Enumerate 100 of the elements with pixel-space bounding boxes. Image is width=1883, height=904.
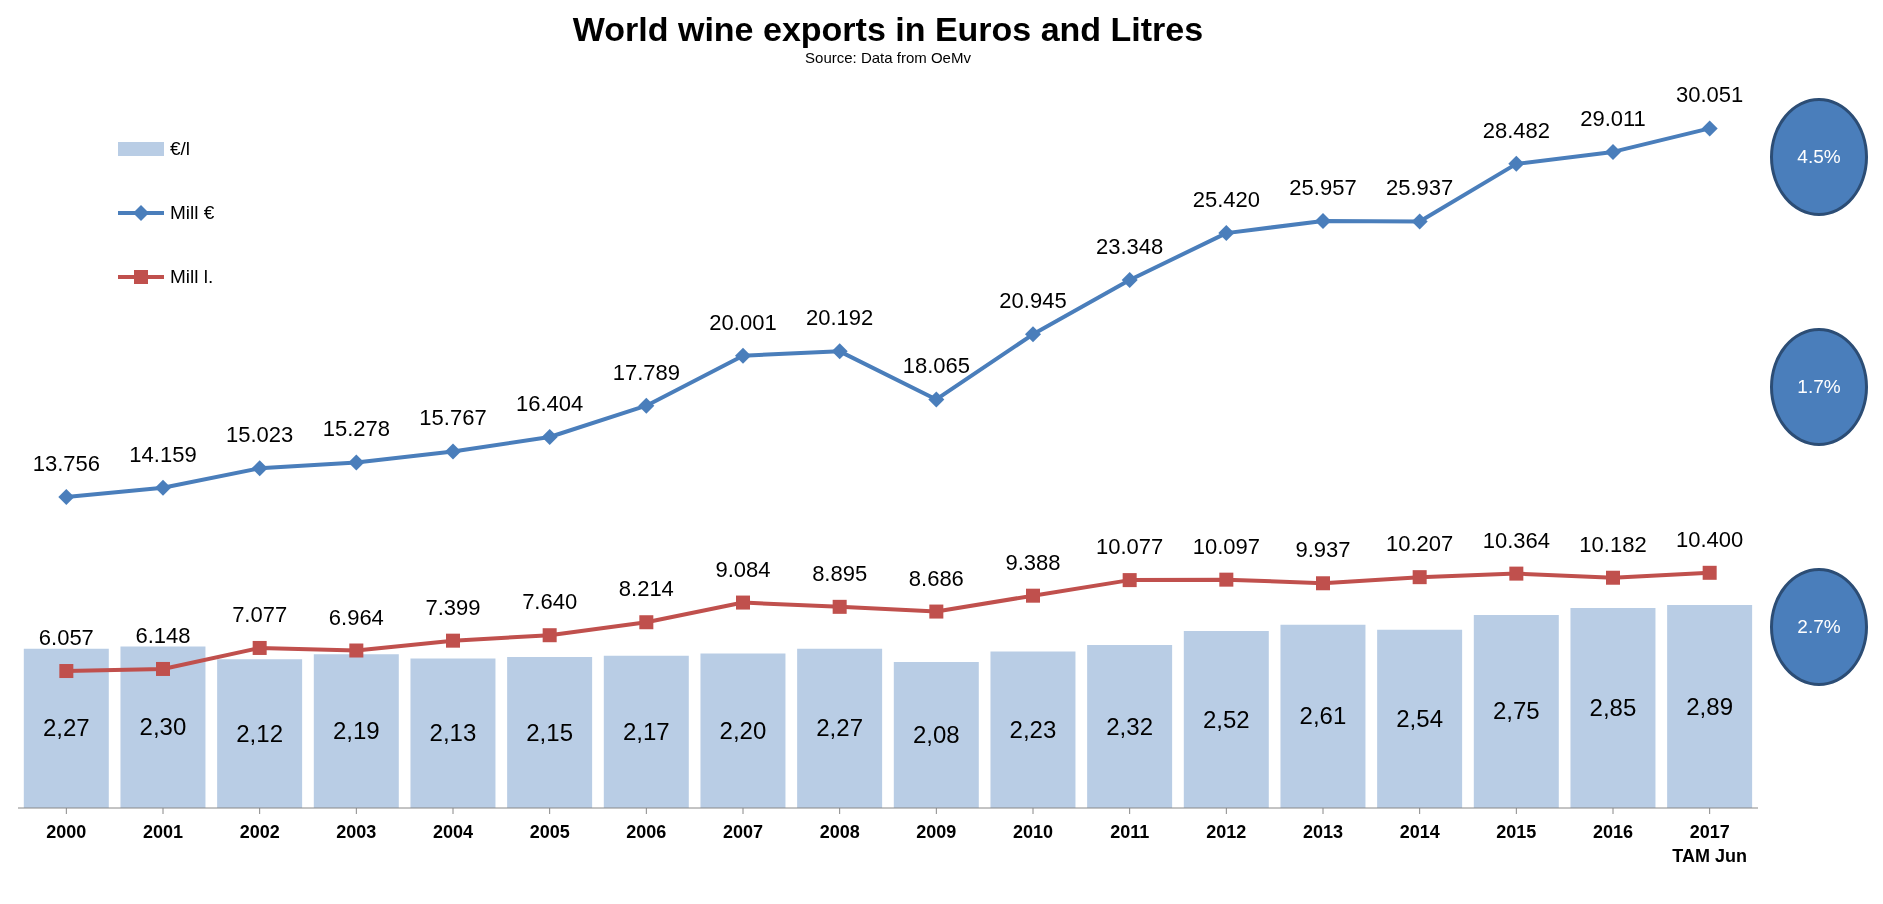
data-label: 15.023 — [226, 422, 294, 448]
point — [1411, 213, 1428, 230]
data-label: 28.482 — [1482, 117, 1550, 143]
x-tick-label: 2013 — [1302, 822, 1344, 842]
data-label: 10.077 — [1096, 534, 1164, 560]
x-tick-label: 2015 — [1496, 822, 1537, 842]
x-tick-label: 2002 — [239, 822, 280, 842]
data-label: 13.756 — [32, 450, 100, 476]
point — [1122, 573, 1137, 588]
data-label: 2,20 — [719, 716, 767, 744]
point — [832, 599, 847, 614]
point — [348, 454, 365, 471]
data-label: 2,08 — [912, 720, 960, 748]
data-label: 10.097 — [1192, 533, 1260, 559]
point — [928, 391, 945, 408]
point — [541, 429, 558, 446]
point — [1121, 271, 1138, 288]
data-label: 30.051 — [1676, 82, 1744, 108]
data-label: 9.388 — [1005, 549, 1061, 575]
data-label: 2,54 — [1396, 704, 1443, 732]
bar — [1570, 607, 1656, 808]
x-tick-label: 2006 — [626, 822, 667, 842]
data-label: 2,32 — [1106, 712, 1153, 740]
point — [59, 664, 74, 679]
point — [1316, 576, 1330, 591]
data-label: 7.399 — [425, 594, 481, 620]
legend-label: €/l — [170, 138, 191, 160]
bar — [313, 654, 399, 808]
data-label: 2,61 — [1299, 702, 1347, 730]
chart-subtitle: Source: Data from OeMv — [804, 49, 972, 66]
point — [735, 347, 751, 364]
point — [251, 460, 268, 477]
x-tick-label: 2004 — [432, 822, 474, 842]
x-tick-label: 2009 — [916, 822, 957, 842]
bar — [990, 651, 1076, 808]
data-label: 20.001 — [709, 309, 777, 335]
x-tick-label: 2000 — [46, 822, 87, 842]
bar — [507, 657, 593, 808]
chart-title: World wine exports in Euros and Litres — [571, 10, 1205, 49]
data-label: 20.192 — [806, 305, 874, 331]
point — [156, 661, 170, 676]
data-label: 2,52 — [1202, 705, 1250, 733]
point — [1218, 225, 1235, 242]
data-label: 2,75 — [1492, 697, 1540, 725]
data-label: 2,85 — [1589, 693, 1637, 721]
data-label: 2,19 — [332, 717, 380, 745]
data-label: 7.077 — [232, 601, 288, 627]
point — [1605, 143, 1621, 160]
bar — [1667, 605, 1753, 808]
oval-badge: 4.5% — [1770, 98, 1868, 216]
point — [446, 633, 460, 648]
point — [1509, 566, 1524, 581]
data-label: 8.214 — [618, 576, 674, 602]
x-tick-label: 2012 — [1206, 822, 1247, 842]
data-label: 7.640 — [522, 589, 578, 615]
data-label: 9.084 — [715, 556, 771, 582]
data-label: 17.789 — [612, 359, 680, 385]
point — [1508, 155, 1525, 172]
data-label: 18.065 — [902, 353, 970, 379]
data-label: 10.364 — [1482, 527, 1550, 553]
data-label: 2,27 — [816, 714, 863, 742]
data-label: 10.400 — [1676, 526, 1744, 552]
point — [58, 488, 75, 505]
data-label: 2,89 — [1686, 692, 1733, 720]
data-label: 2,27 — [42, 714, 90, 742]
bar — [23, 648, 109, 808]
bar — [1377, 629, 1463, 808]
point — [1026, 588, 1040, 603]
data-label: 14.159 — [129, 441, 197, 467]
bar — [797, 648, 883, 808]
point — [252, 640, 267, 655]
bar — [893, 661, 979, 808]
bar — [1087, 645, 1173, 808]
bar — [217, 659, 303, 808]
bar — [410, 658, 496, 808]
point — [736, 595, 750, 610]
point — [445, 443, 461, 460]
x-tick-label: 2008 — [819, 822, 860, 842]
x-tick-label: 2016 — [1592, 822, 1634, 842]
x-tick-label: 2001 — [142, 822, 184, 842]
bar — [603, 655, 689, 808]
bar — [120, 646, 206, 808]
data-label: 2,12 — [236, 719, 283, 747]
data-label: 15.767 — [419, 405, 487, 431]
data-label: 10.207 — [1386, 531, 1454, 557]
data-label: 9.937 — [1295, 537, 1351, 563]
data-label: 8.895 — [812, 560, 868, 586]
point — [1701, 120, 1718, 137]
data-label: 10.182 — [1579, 531, 1647, 557]
point — [1412, 570, 1427, 585]
oval-badge: 1.7% — [1770, 328, 1868, 446]
point — [1702, 565, 1717, 580]
legend-label: Mill l. — [170, 266, 214, 288]
data-label: 6.148 — [135, 622, 191, 648]
data-label: 2,15 — [526, 718, 573, 746]
point — [155, 479, 171, 496]
x-tick-label: 2005 — [529, 822, 570, 842]
point — [1315, 212, 1331, 229]
data-label: 29.011 — [1580, 105, 1646, 131]
x-tick-label: 2017 TAM Jun — [1672, 822, 1747, 866]
